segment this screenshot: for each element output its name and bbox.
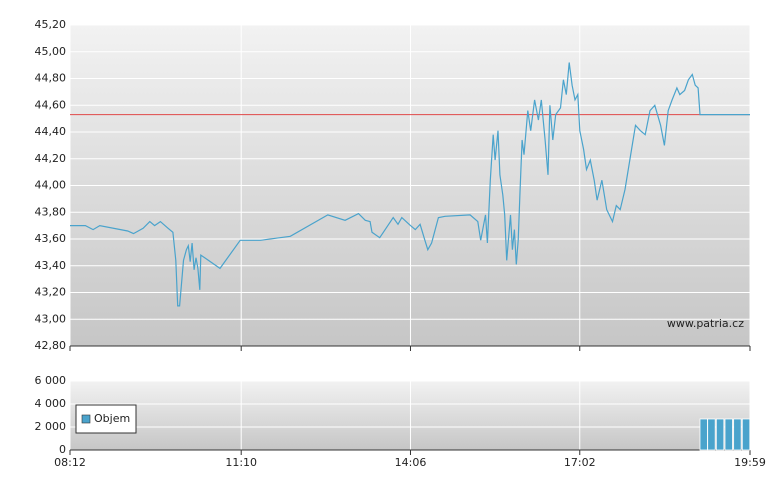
volume-bar: [715, 418, 725, 451]
x-tick-label: 11:10: [225, 456, 257, 469]
y-tick-label: 42,80: [35, 339, 67, 352]
y-tick-label: 43,00: [35, 312, 67, 325]
volume-bar: [741, 418, 751, 451]
y-tick-label: 44,80: [35, 72, 67, 85]
y-tick-label: 0: [59, 443, 66, 456]
y-tick-label: 45,00: [35, 45, 67, 58]
y-tick-label: 4 000: [35, 397, 67, 410]
volume-bar: [724, 418, 733, 451]
x-tick-label: 08:12: [54, 456, 86, 469]
x-tick-label: 14:06: [395, 456, 427, 469]
y-tick-label: 43,60: [35, 232, 67, 245]
legend-swatch: [81, 414, 91, 424]
volume-bar: [699, 418, 708, 451]
volume-bar: [733, 418, 742, 451]
y-tick-label: 44,00: [35, 179, 67, 192]
y-tick-label: 6 000: [35, 374, 67, 387]
y-tick-label: 43,20: [35, 286, 67, 299]
y-tick-label: 45,20: [35, 18, 67, 31]
y-tick-label: 43,40: [35, 259, 67, 272]
y-tick-label: 44,60: [35, 98, 67, 111]
volume-bar: [707, 418, 716, 451]
y-tick-label: 43,80: [35, 205, 67, 218]
x-tick-label: 17:02: [564, 456, 596, 469]
x-tick-label: 19:59: [734, 456, 766, 469]
y-tick-label: 44,40: [35, 125, 67, 138]
y-tick-label: 2 000: [35, 420, 67, 433]
legend-label: Objem: [94, 412, 130, 425]
y-tick-label: 44,20: [35, 152, 67, 165]
watermark: www.patria.cz: [667, 317, 744, 330]
price-line: [70, 62, 750, 307]
